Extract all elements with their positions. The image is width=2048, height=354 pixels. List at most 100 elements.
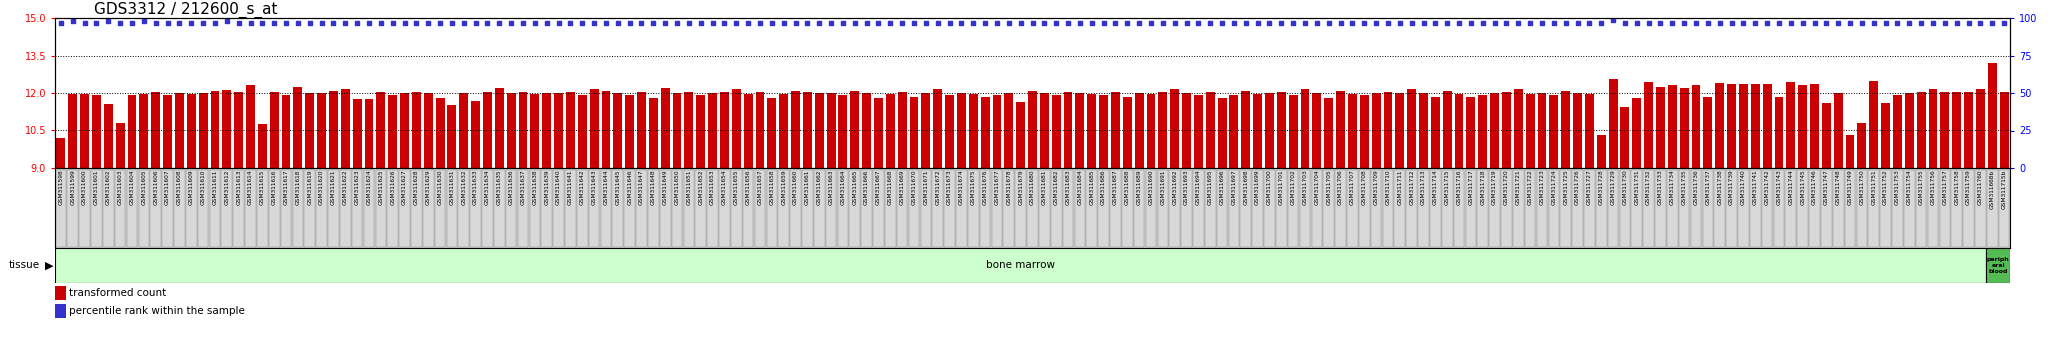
- Text: GSM311714: GSM311714: [1434, 170, 1438, 205]
- Point: [305, 20, 338, 25]
- Bar: [1513, 89, 1524, 168]
- FancyBboxPatch shape: [305, 170, 315, 247]
- Text: GSM311619: GSM311619: [307, 170, 311, 205]
- FancyBboxPatch shape: [422, 170, 434, 247]
- FancyBboxPatch shape: [1798, 170, 1808, 247]
- FancyBboxPatch shape: [1395, 170, 1405, 247]
- Bar: [186, 94, 197, 168]
- Bar: [684, 92, 694, 168]
- Text: GSM311613: GSM311613: [236, 170, 242, 205]
- Point: [874, 20, 907, 25]
- FancyBboxPatch shape: [1382, 170, 1393, 247]
- Bar: [412, 92, 420, 168]
- Bar: [92, 96, 100, 168]
- FancyBboxPatch shape: [1726, 170, 1737, 247]
- FancyBboxPatch shape: [1679, 170, 1690, 247]
- Point: [1288, 20, 1321, 25]
- Bar: [1561, 91, 1571, 168]
- Bar: [1466, 97, 1475, 168]
- Point: [1419, 20, 1452, 25]
- Bar: [152, 92, 160, 168]
- Text: GSM311686: GSM311686: [1102, 170, 1106, 205]
- Text: GSM311668: GSM311668: [889, 170, 893, 205]
- Bar: [1964, 92, 1972, 168]
- Bar: [1538, 93, 1546, 168]
- Text: GSM311666: GSM311666: [864, 170, 868, 205]
- Point: [1466, 20, 1499, 25]
- Point: [1774, 20, 1806, 25]
- Bar: [1300, 89, 1309, 168]
- FancyBboxPatch shape: [1974, 170, 1987, 247]
- Bar: [874, 98, 883, 168]
- Text: GSM311664: GSM311664: [840, 170, 846, 205]
- Text: GSM311605: GSM311605: [141, 170, 145, 205]
- Bar: [1159, 92, 1167, 168]
- Text: GSM311646: GSM311646: [627, 170, 633, 205]
- FancyBboxPatch shape: [387, 170, 397, 247]
- Text: GSM311606: GSM311606: [154, 170, 158, 205]
- FancyBboxPatch shape: [1583, 170, 1595, 247]
- FancyBboxPatch shape: [578, 170, 588, 247]
- FancyBboxPatch shape: [1595, 170, 1606, 247]
- Bar: [1004, 93, 1014, 168]
- Point: [199, 20, 231, 25]
- Text: GSM311599: GSM311599: [70, 170, 76, 205]
- Point: [530, 20, 563, 25]
- Point: [1147, 20, 1180, 25]
- Text: GSM311750: GSM311750: [1860, 170, 1864, 205]
- Text: GDS3312 / 212600_s_at: GDS3312 / 212600_s_at: [94, 2, 279, 18]
- Text: GSM311702: GSM311702: [1290, 170, 1296, 205]
- Bar: [768, 98, 776, 168]
- Bar: [1763, 84, 1772, 168]
- Bar: [637, 92, 645, 168]
- Bar: [1276, 92, 1286, 168]
- Text: GSM311614: GSM311614: [248, 170, 254, 205]
- Point: [815, 20, 848, 25]
- Point: [649, 20, 682, 25]
- Text: GSM311732: GSM311732: [1647, 170, 1651, 205]
- Point: [1063, 20, 1096, 25]
- Text: GSM311631: GSM311631: [449, 170, 455, 205]
- Bar: [1075, 93, 1083, 168]
- FancyBboxPatch shape: [1845, 170, 1855, 247]
- Point: [518, 20, 551, 25]
- Bar: [1348, 94, 1358, 168]
- Bar: [1229, 96, 1239, 168]
- Bar: [1585, 94, 1593, 168]
- FancyBboxPatch shape: [1169, 170, 1180, 247]
- Point: [1989, 20, 2021, 25]
- Text: GSM311735: GSM311735: [1681, 170, 1688, 205]
- Text: GSM311692: GSM311692: [1171, 170, 1178, 205]
- Bar: [578, 96, 586, 168]
- Text: GSM311755: GSM311755: [1919, 170, 1923, 205]
- Point: [1976, 20, 2009, 25]
- Bar: [471, 101, 479, 168]
- FancyBboxPatch shape: [459, 170, 469, 247]
- Text: GSM311609: GSM311609: [188, 170, 195, 205]
- Point: [1075, 20, 1108, 25]
- Text: GSM311719: GSM311719: [1493, 170, 1497, 205]
- FancyBboxPatch shape: [1536, 170, 1548, 247]
- Text: GSM311627: GSM311627: [401, 170, 408, 205]
- Point: [1395, 20, 1427, 25]
- Bar: [1858, 123, 1866, 168]
- Bar: [270, 92, 279, 168]
- FancyBboxPatch shape: [281, 170, 291, 247]
- FancyBboxPatch shape: [1632, 170, 1642, 247]
- Bar: [1182, 93, 1192, 168]
- FancyBboxPatch shape: [1808, 170, 1821, 247]
- Bar: [721, 92, 729, 168]
- FancyBboxPatch shape: [838, 170, 848, 247]
- FancyBboxPatch shape: [1501, 170, 1511, 247]
- Point: [1585, 20, 1618, 25]
- Text: GSM311743: GSM311743: [1776, 170, 1782, 205]
- Point: [1348, 20, 1380, 25]
- Text: GSM311723: GSM311723: [1540, 170, 1544, 205]
- Point: [92, 18, 125, 24]
- Point: [186, 20, 219, 25]
- FancyBboxPatch shape: [1667, 170, 1677, 247]
- FancyBboxPatch shape: [1573, 170, 1583, 247]
- Bar: [283, 96, 291, 168]
- Text: GSM311715: GSM311715: [1444, 170, 1450, 205]
- Bar: [602, 91, 610, 168]
